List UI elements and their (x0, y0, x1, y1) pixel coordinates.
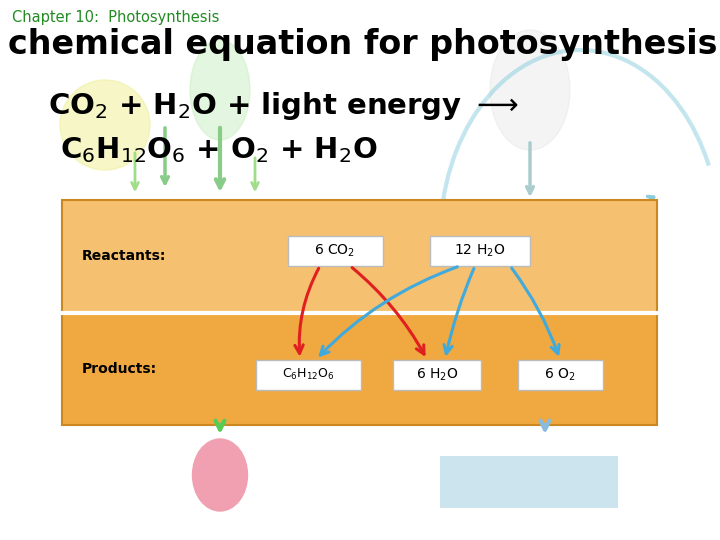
FancyBboxPatch shape (430, 236, 530, 266)
FancyBboxPatch shape (440, 456, 618, 508)
FancyBboxPatch shape (256, 360, 361, 389)
Text: 6 H$_2$O: 6 H$_2$O (415, 367, 458, 383)
Ellipse shape (490, 30, 570, 150)
FancyBboxPatch shape (62, 200, 657, 313)
Ellipse shape (190, 40, 250, 140)
FancyBboxPatch shape (393, 360, 481, 389)
Text: 6 CO$_2$: 6 CO$_2$ (315, 242, 356, 259)
Text: Chapter 10:  Photosynthesis: Chapter 10: Photosynthesis (12, 10, 220, 25)
Text: CO$_2$ + H$_2$O + light energy $\longrightarrow$: CO$_2$ + H$_2$O + light energy $\longrig… (48, 90, 519, 122)
Text: Products:: Products: (82, 362, 157, 376)
FancyBboxPatch shape (62, 313, 657, 425)
Text: Reactants:: Reactants: (82, 249, 166, 264)
Circle shape (60, 80, 150, 170)
FancyBboxPatch shape (287, 236, 382, 266)
Ellipse shape (192, 439, 248, 511)
Text: 6 O$_2$: 6 O$_2$ (544, 367, 576, 383)
Text: chemical equation for photosynthesis: chemical equation for photosynthesis (8, 28, 718, 61)
Text: C$_6$H$_{12}$O$_6$: C$_6$H$_{12}$O$_6$ (282, 367, 334, 382)
FancyBboxPatch shape (518, 360, 603, 389)
Text: 12 H$_2$O: 12 H$_2$O (454, 242, 505, 259)
Text: C$_6$H$_{12}$O$_6$ + O$_2$ + H$_2$O: C$_6$H$_{12}$O$_6$ + O$_2$ + H$_2$O (60, 135, 377, 165)
